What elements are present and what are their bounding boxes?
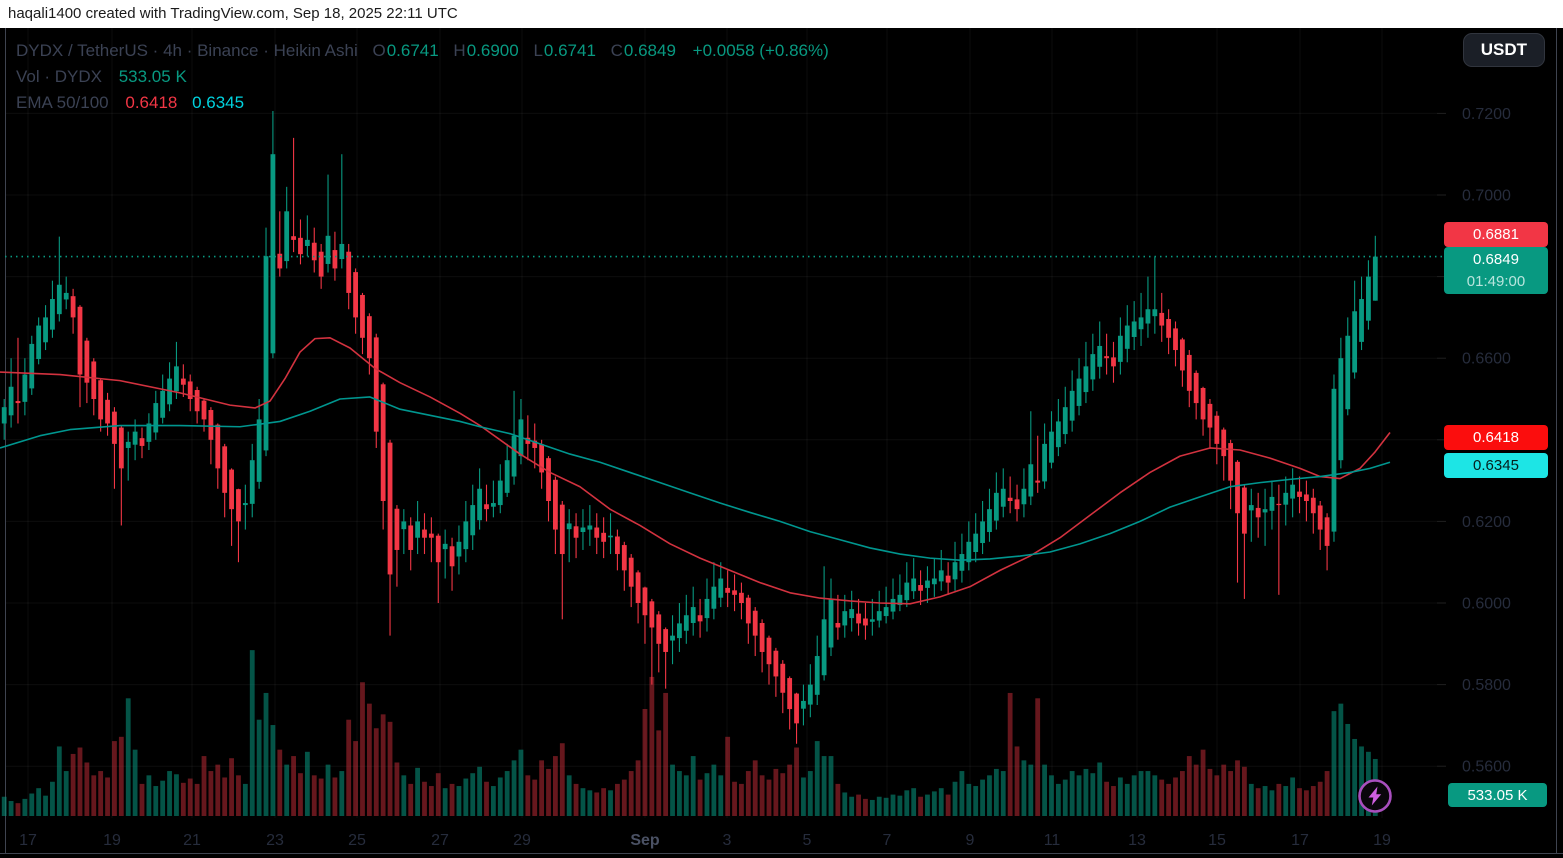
time-axis-label: 27	[431, 832, 449, 849]
time-axis-label: 11	[1044, 832, 1061, 849]
ema100-price-badge: 0.6345	[1444, 453, 1548, 478]
volume-value-badge: 533.05 K	[1448, 783, 1547, 807]
time-axis-label: 7	[883, 832, 892, 849]
last-price-badge: 0.6849 01:49:00	[1444, 247, 1548, 294]
volume-value: 533.05 K	[118, 67, 187, 86]
time-axis-label: 9	[966, 832, 975, 849]
price-axis-label: 0.5800	[1462, 677, 1511, 694]
time-axis-label: Sep	[630, 832, 660, 849]
bar-high-price-badge: 0.6881	[1444, 222, 1548, 247]
ema-label: EMA 50/100	[16, 93, 109, 112]
legend-symbol-row[interactable]: DYDX / TetherUS · 4h · Binance · Heikin …	[16, 38, 829, 63]
symbol-title: DYDX / TetherUS · 4h · Binance · Heikin …	[16, 41, 358, 60]
time-axis-label: 17	[19, 832, 37, 849]
time-axis-label: 13	[1128, 832, 1146, 849]
high-value: 0.6900	[466, 41, 519, 60]
close-label: C	[610, 41, 623, 60]
time-axis-label: 19	[1373, 832, 1391, 849]
time-axis[interactable]	[0, 818, 1437, 858]
attribution-text: haqali1400 created with TradingView.com,…	[8, 5, 458, 22]
time-axis-label: 23	[266, 832, 284, 849]
time-axis-label: 19	[103, 832, 121, 849]
time-axis-label: 15	[1208, 832, 1226, 849]
price-axis-label: 0.6200	[1462, 514, 1511, 531]
time-axis-label: 25	[348, 832, 366, 849]
price-axis-label: 0.7200	[1462, 106, 1511, 123]
price-chart-canvas[interactable]: 0.72000.70000.68000.66000.64000.62000.60…	[0, 28, 1563, 858]
price-axis-label: 0.6600	[1462, 351, 1511, 368]
ema50-price-badge: 0.6418	[1444, 425, 1548, 450]
time-axis-label: 21	[183, 832, 201, 849]
time-axis-label: 3	[723, 832, 732, 849]
price-axis[interactable]	[1437, 28, 1563, 818]
ema100-value: 0.6345	[192, 93, 245, 112]
price-axis-label: 0.5600	[1462, 759, 1511, 776]
lightning-icon	[1358, 779, 1392, 813]
time-axis-label: 17	[1291, 832, 1309, 849]
close-value: 0.6849	[623, 41, 676, 60]
chart-container: 0.72000.70000.68000.66000.64000.62000.60…	[0, 28, 1563, 858]
low-label: L	[533, 41, 543, 60]
price-axis-label: 0.6000	[1462, 596, 1511, 613]
currency-toggle-button[interactable]: USDT	[1462, 33, 1545, 67]
time-axis-label: 29	[513, 832, 531, 849]
legend-ema-row[interactable]: EMA 50/100 0.6418 0.6345	[16, 90, 829, 115]
legend: DYDX / TetherUS · 4h · Binance · Heikin …	[16, 38, 829, 116]
legend-volume-row[interactable]: Vol · DYDX 533.05 K	[16, 64, 829, 89]
time-axis-label: 5	[803, 832, 812, 849]
volume-label: Vol · DYDX	[16, 67, 102, 86]
ema50-value: 0.6418	[125, 93, 178, 112]
last-price-value: 0.6849	[1473, 250, 1519, 268]
bar-countdown: 01:49:00	[1466, 272, 1526, 290]
change-value: +0.0058 (+0.86%)	[692, 41, 829, 60]
open-value: 0.6741	[386, 41, 439, 60]
low-value: 0.6741	[543, 41, 596, 60]
lightning-trade-button[interactable]	[1356, 777, 1394, 815]
high-label: H	[453, 41, 466, 60]
open-label: O	[372, 41, 386, 60]
price-axis-label: 0.7000	[1462, 188, 1511, 205]
